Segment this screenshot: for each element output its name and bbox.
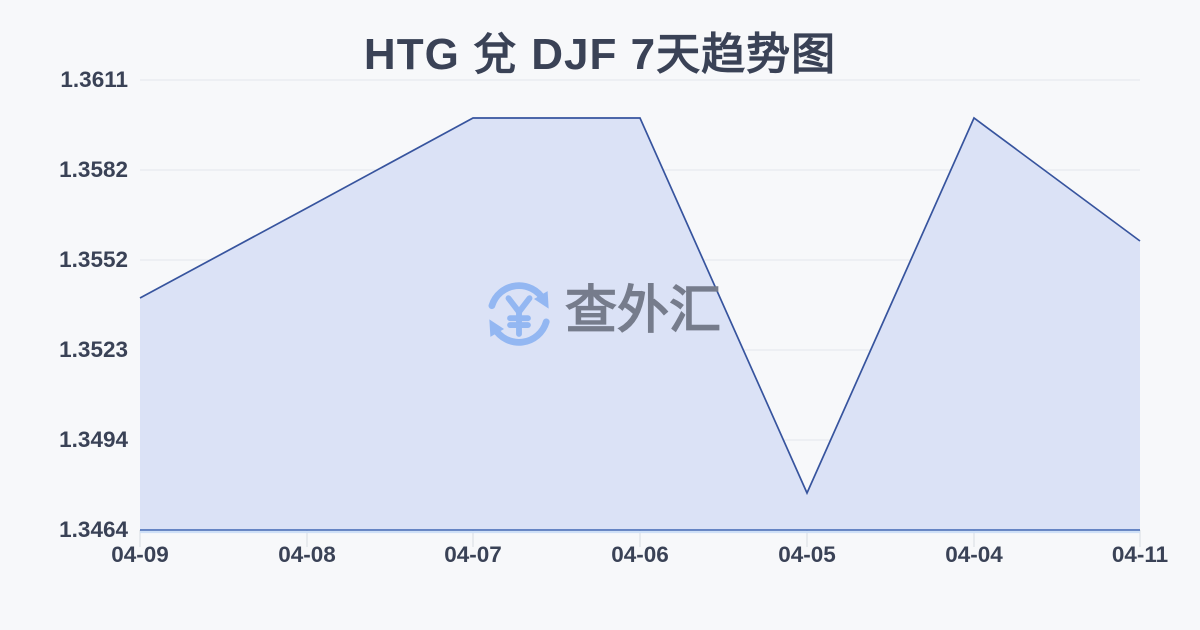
svg-text:04-04: 04-04	[945, 542, 1003, 567]
svg-text:1.3494: 1.3494	[59, 427, 128, 452]
svg-text:1.3464: 1.3464	[59, 517, 128, 542]
svg-text:04-08: 04-08	[278, 542, 336, 567]
svg-text:04-11: 04-11	[1112, 542, 1168, 567]
svg-text:查外汇: 查外汇	[565, 282, 721, 340]
svg-text:1.3523: 1.3523	[59, 337, 128, 362]
svg-text:04-05: 04-05	[778, 542, 836, 567]
svg-text:04-09: 04-09	[111, 542, 169, 567]
svg-text:1.3552: 1.3552	[59, 247, 128, 272]
svg-text:04-06: 04-06	[611, 542, 669, 567]
svg-text:04-07: 04-07	[444, 542, 502, 567]
svg-text:1.3582: 1.3582	[59, 157, 128, 182]
